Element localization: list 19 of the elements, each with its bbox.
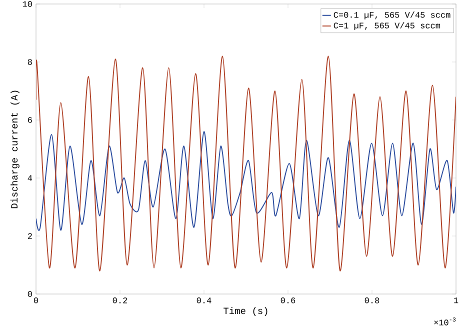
x-tick-label: 0.2	[112, 298, 128, 304]
y-axis-title: Discharge current (A)	[10, 90, 20, 208]
x-axis-title: Time (s)	[224, 307, 268, 316]
line-series	[36, 56, 456, 272]
y-tick-label: 8	[28, 59, 32, 65]
line-series	[36, 131, 456, 231]
text: ×10$^{-3}$	[434, 318, 456, 326]
x-tick-label: 0.4	[196, 298, 212, 304]
x-tick-label: 0.8	[364, 298, 380, 304]
x-tick-label: 1	[454, 298, 458, 304]
x-tick-label: 0.6	[280, 298, 296, 304]
x-tick-label: 0	[34, 298, 38, 304]
y-tick-label: 6	[28, 117, 32, 123]
y-tick-label: 2	[28, 233, 32, 239]
y-tick-label: 4	[28, 175, 32, 181]
legend-label: C=1 µF, 565 V/45 sccm	[334, 22, 440, 30]
legend-label: C=0.1 µF, 565 V/45 sccm	[334, 12, 450, 20]
y-tick-label: 0	[28, 291, 32, 297]
y-tick-label: 10	[22, 1, 32, 7]
